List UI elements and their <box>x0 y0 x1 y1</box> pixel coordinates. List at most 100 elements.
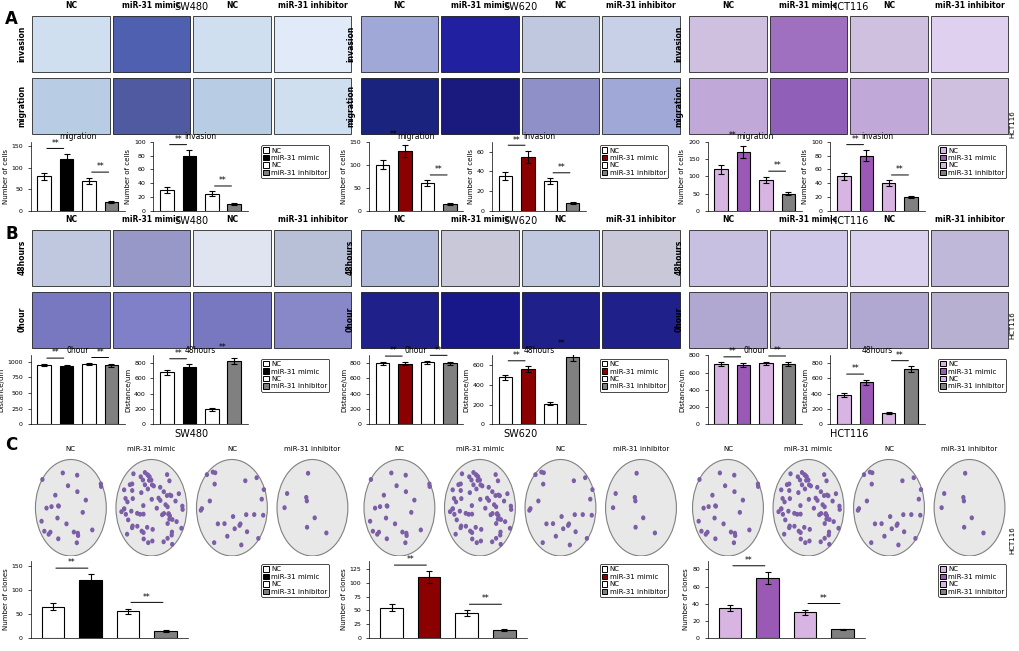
Text: miR-31 inhibitor: miR-31 inhibitor <box>605 215 676 223</box>
Circle shape <box>544 522 547 525</box>
Circle shape <box>50 505 53 508</box>
Bar <box>455 613 478 638</box>
Circle shape <box>811 506 814 510</box>
Y-axis label: Number of cells: Number of cells <box>679 149 685 204</box>
Circle shape <box>568 543 571 547</box>
Circle shape <box>384 516 387 519</box>
Circle shape <box>781 497 784 500</box>
Circle shape <box>499 542 501 546</box>
Circle shape <box>890 527 893 531</box>
Text: **: ** <box>143 592 151 602</box>
Circle shape <box>697 478 700 481</box>
Circle shape <box>818 540 821 544</box>
Bar <box>602 16 679 72</box>
Bar <box>273 230 351 286</box>
Circle shape <box>798 504 801 507</box>
Circle shape <box>916 497 919 501</box>
Text: miR-31 mimic: miR-31 mimic <box>122 1 180 10</box>
Circle shape <box>470 478 473 482</box>
Circle shape <box>457 483 460 486</box>
Circle shape <box>820 503 823 506</box>
Circle shape <box>214 471 216 475</box>
Text: miR-31 mimic: miR-31 mimic <box>779 215 837 223</box>
Circle shape <box>496 493 499 497</box>
Bar <box>859 382 872 424</box>
Bar <box>522 292 598 348</box>
Title: SW620: SW620 <box>502 2 537 12</box>
Legend: NC, miR-31 mimic, NC, miR-31 inhibitor: NC, miR-31 mimic, NC, miR-31 inhibitor <box>599 359 667 391</box>
Circle shape <box>900 479 903 482</box>
Circle shape <box>478 497 481 501</box>
Circle shape <box>479 528 482 531</box>
Circle shape <box>635 471 638 475</box>
Circle shape <box>818 490 821 493</box>
Circle shape <box>896 543 899 547</box>
Bar <box>930 230 1007 286</box>
Text: NC: NC <box>555 446 565 452</box>
Bar <box>543 181 556 211</box>
Circle shape <box>787 526 790 529</box>
Circle shape <box>479 483 482 486</box>
Circle shape <box>826 531 829 534</box>
Circle shape <box>144 471 147 474</box>
Circle shape <box>405 531 408 535</box>
Circle shape <box>795 512 798 516</box>
Circle shape <box>803 487 806 491</box>
Circle shape <box>454 500 457 504</box>
Circle shape <box>170 531 173 534</box>
Bar <box>361 292 437 348</box>
Circle shape <box>822 473 824 477</box>
Circle shape <box>139 512 142 516</box>
Bar <box>113 78 190 134</box>
Circle shape <box>122 507 125 511</box>
Ellipse shape <box>853 460 923 556</box>
Bar <box>273 292 351 348</box>
Bar <box>769 292 847 348</box>
Text: HCT116: HCT116 <box>1008 527 1014 554</box>
Circle shape <box>244 479 247 482</box>
Circle shape <box>459 489 462 492</box>
Bar <box>193 230 270 286</box>
Circle shape <box>377 531 380 534</box>
Bar <box>850 292 926 348</box>
Title: 0hour: 0hour <box>66 346 89 355</box>
Y-axis label: Number of cells: Number of cells <box>467 149 473 204</box>
Circle shape <box>82 510 85 514</box>
Circle shape <box>170 542 173 546</box>
Title: SW480: SW480 <box>174 2 209 12</box>
Circle shape <box>712 516 715 519</box>
Y-axis label: Distance/um: Distance/um <box>679 368 685 412</box>
Circle shape <box>150 497 153 501</box>
Circle shape <box>161 513 163 516</box>
Circle shape <box>826 494 828 497</box>
Text: NC: NC <box>226 446 236 452</box>
Text: miR-31 mimic: miR-31 mimic <box>127 446 175 452</box>
Circle shape <box>572 479 575 482</box>
Circle shape <box>307 471 309 475</box>
Circle shape <box>171 518 173 521</box>
Circle shape <box>827 542 829 546</box>
Circle shape <box>231 515 234 518</box>
Bar <box>441 292 518 348</box>
Circle shape <box>567 523 569 527</box>
Circle shape <box>283 506 285 510</box>
Circle shape <box>822 494 824 497</box>
Circle shape <box>792 512 795 515</box>
Bar <box>837 395 850 424</box>
Circle shape <box>151 483 154 486</box>
Circle shape <box>729 531 732 534</box>
Circle shape <box>257 536 260 540</box>
Circle shape <box>869 541 872 544</box>
Bar <box>33 78 109 134</box>
Circle shape <box>857 507 860 510</box>
Circle shape <box>479 539 482 543</box>
Text: **: ** <box>96 163 104 171</box>
Circle shape <box>713 505 716 508</box>
Title: SW620: SW620 <box>502 430 537 439</box>
Text: **: ** <box>557 163 565 172</box>
Text: NC: NC <box>393 1 406 10</box>
Text: **: ** <box>513 351 520 360</box>
Circle shape <box>213 482 216 486</box>
Circle shape <box>165 473 168 477</box>
Text: **: ** <box>896 165 903 174</box>
